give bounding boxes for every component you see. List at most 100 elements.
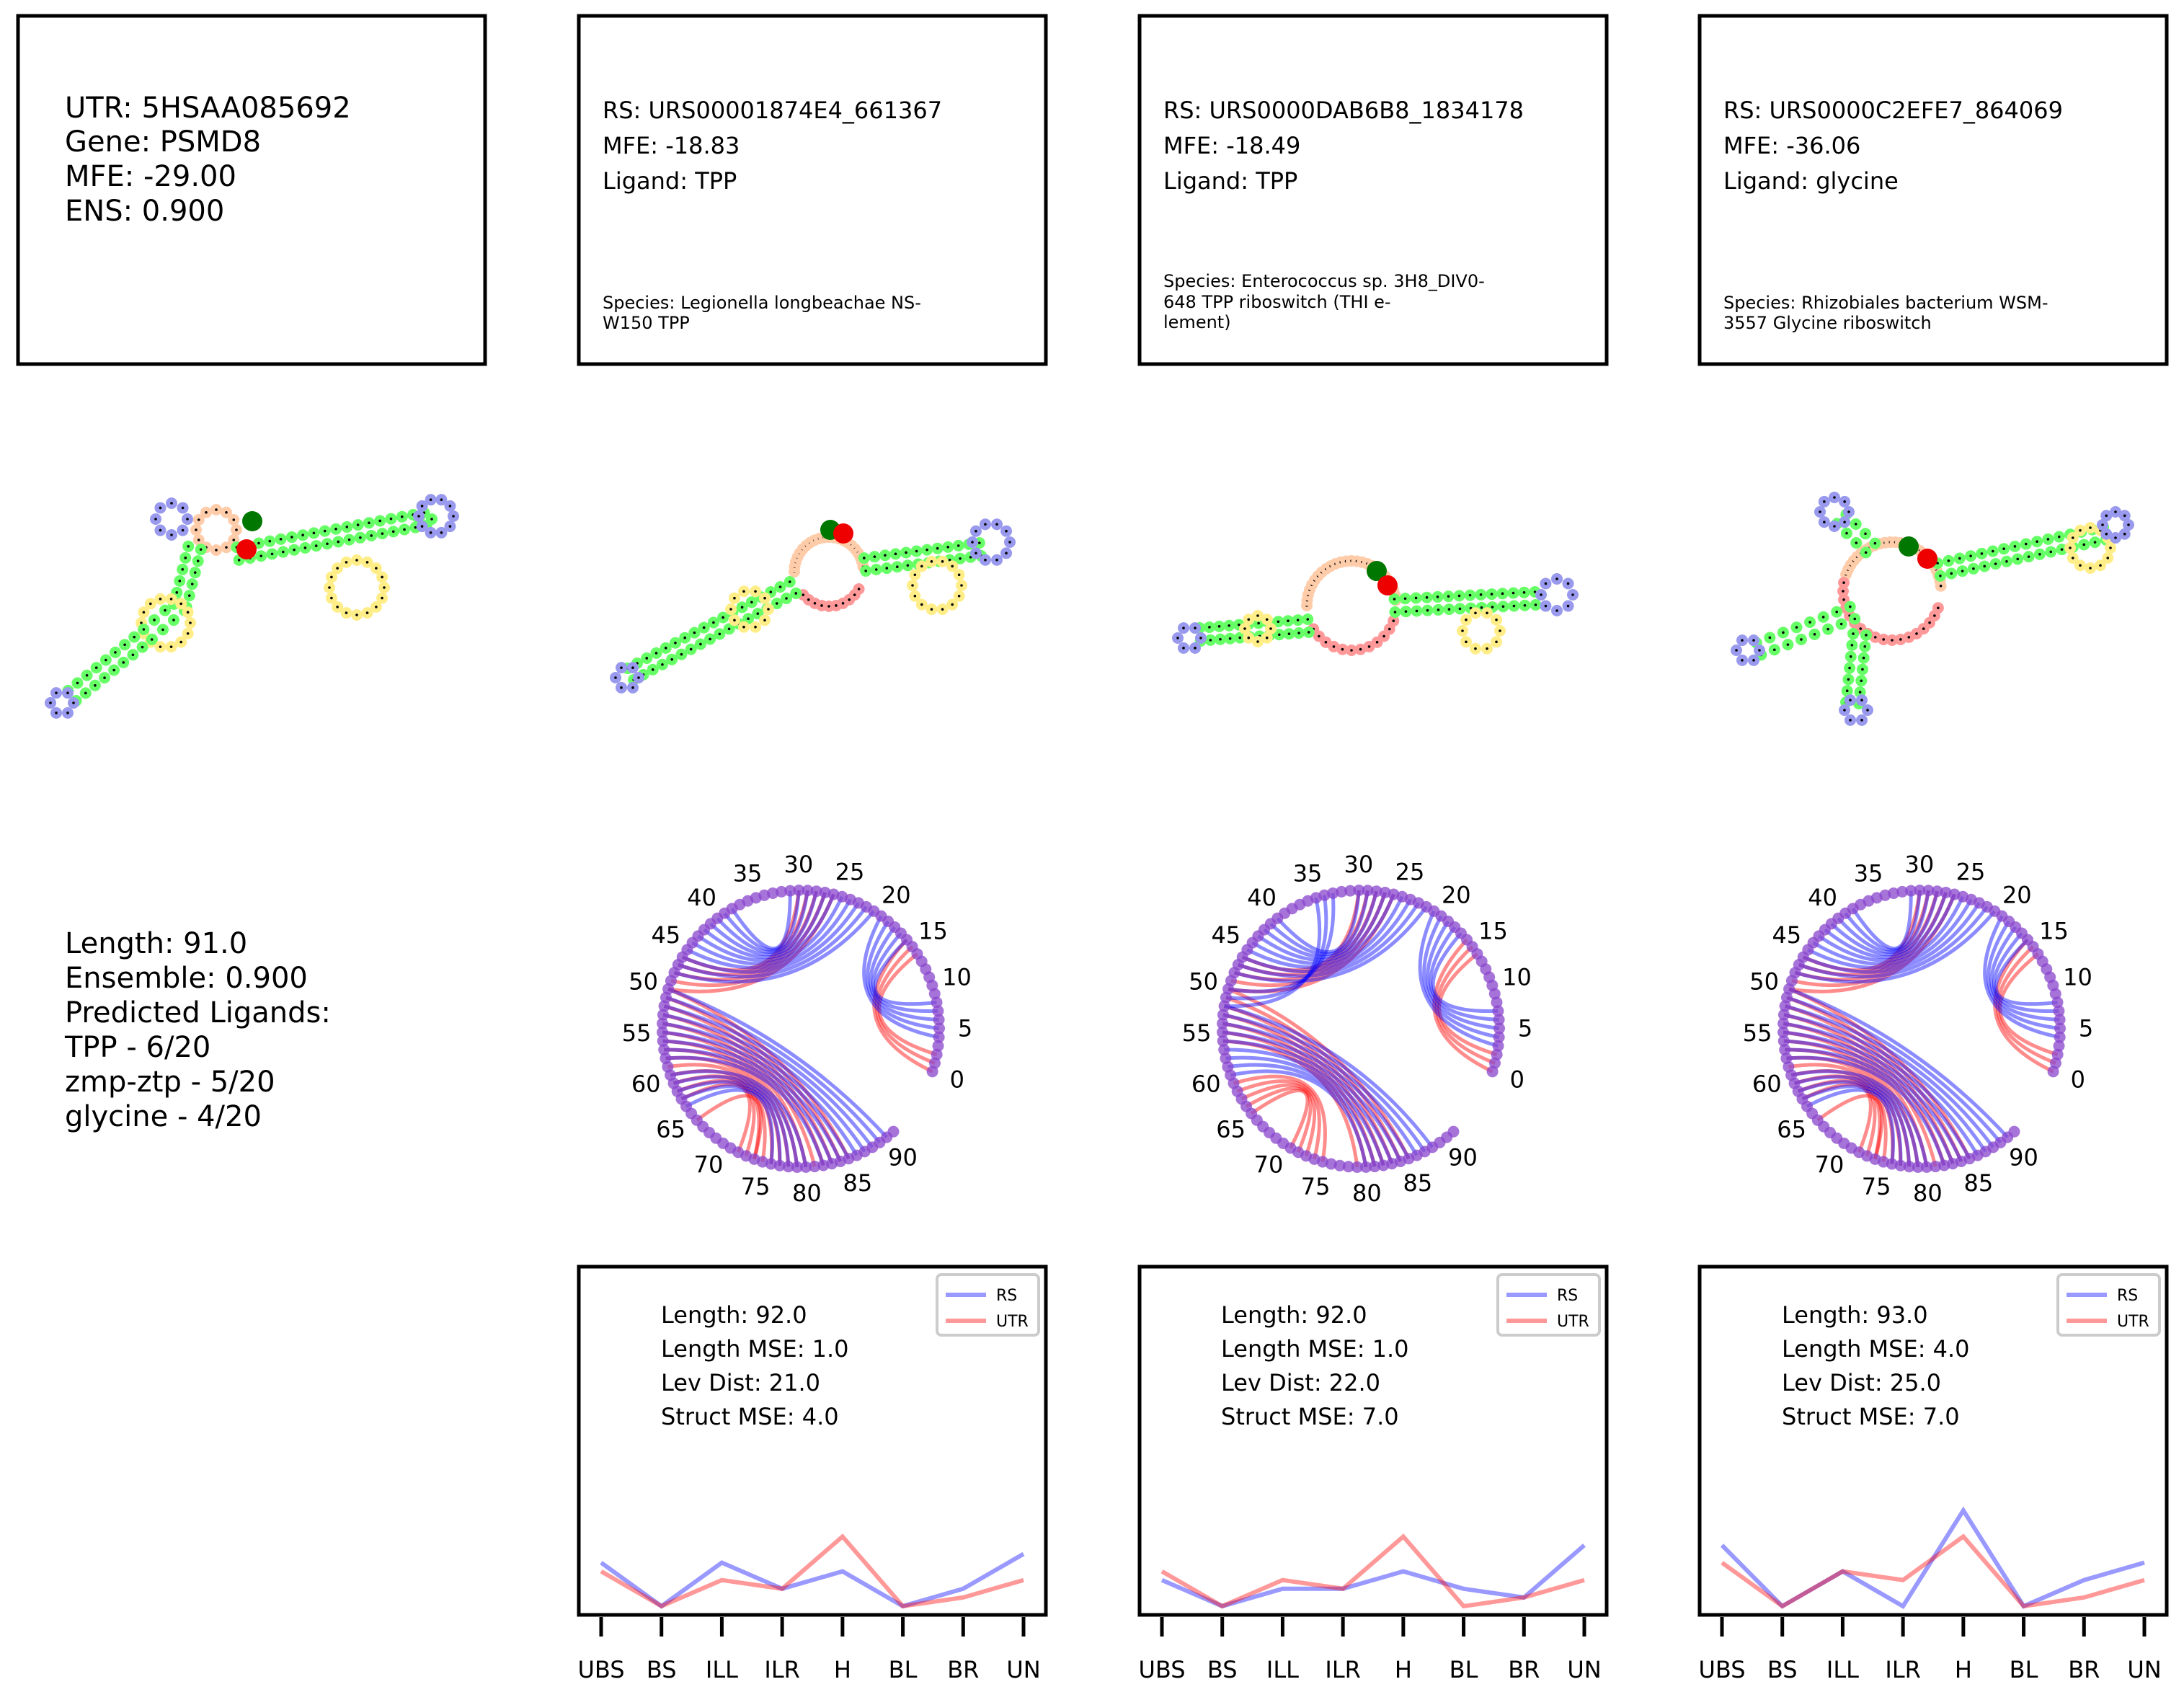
base-letter bbox=[235, 528, 238, 531]
base-letter bbox=[440, 498, 443, 501]
base-letter bbox=[1176, 637, 1179, 639]
nucleotide-dot bbox=[660, 991, 672, 1004]
rs-header-line: RS: URS00001874E4_661367 bbox=[603, 97, 942, 124]
base-letter bbox=[1813, 633, 1816, 636]
base-pair-arc bbox=[663, 1004, 834, 1164]
base-letter bbox=[169, 645, 173, 648]
nucleotide-dot bbox=[931, 1048, 943, 1060]
base-pair-arc bbox=[1225, 996, 1403, 1162]
base-letter bbox=[984, 523, 987, 526]
base-letter bbox=[368, 521, 370, 525]
base-letter bbox=[1457, 594, 1461, 598]
base-letter bbox=[345, 611, 348, 614]
base-letter bbox=[874, 568, 878, 571]
x-tick-label: H bbox=[1955, 1656, 1972, 1683]
base-letter bbox=[1873, 636, 1877, 639]
base-letter bbox=[2046, 538, 2050, 541]
base-pair-arc bbox=[1788, 1063, 1895, 1164]
base-letter bbox=[2071, 557, 2074, 559]
arc-tick-label: 80 bbox=[1352, 1179, 1382, 1207]
base-letter bbox=[727, 627, 731, 631]
base-letter bbox=[683, 636, 686, 639]
comparison-chart-2: Length: 92.0 Length MSE: 1.0 Lev Dist: 2… bbox=[1137, 1265, 1609, 1683]
base-letter bbox=[197, 539, 200, 541]
arc-tick-label: 75 bbox=[1862, 1173, 1891, 1200]
base-letter bbox=[699, 642, 702, 646]
base-letter bbox=[1501, 592, 1504, 595]
base-letter bbox=[330, 575, 333, 579]
arc-tick-label: 90 bbox=[888, 1144, 918, 1172]
nucleotide-dot bbox=[1905, 885, 1917, 897]
base-letter bbox=[754, 625, 757, 629]
base-letter bbox=[957, 573, 961, 577]
base-letter bbox=[620, 686, 623, 689]
base-letter bbox=[733, 596, 736, 600]
base-letter bbox=[1238, 623, 1240, 626]
nucleotide-dot bbox=[2051, 1048, 2064, 1060]
nucleotide-dot bbox=[1896, 885, 1909, 898]
base-letter bbox=[1005, 529, 1008, 533]
base-pair-arc bbox=[685, 1088, 774, 1164]
legend-box bbox=[936, 1273, 1040, 1337]
base-letter bbox=[1795, 626, 1798, 629]
x-tick-label: BS bbox=[1767, 1656, 1798, 1683]
nucleotide-dot bbox=[1336, 885, 1348, 898]
arc-tick-label: 60 bbox=[1752, 1070, 1782, 1097]
base-letter bbox=[440, 531, 443, 534]
x-tick-label: ILL bbox=[1826, 1656, 1859, 1683]
nucleotide-dot bbox=[1369, 1161, 1381, 1173]
base-letter bbox=[1847, 678, 1850, 681]
nucleotide-dot bbox=[1903, 1161, 1915, 1173]
nucleotide-dot bbox=[1779, 1044, 1791, 1056]
nucleotide-dot bbox=[765, 1158, 777, 1170]
stats-line: Struct MSE: 7.0 bbox=[1782, 1403, 1960, 1430]
nucleotide-dot bbox=[819, 886, 831, 898]
base-pair-arc bbox=[662, 1039, 843, 1163]
base-letter bbox=[2089, 526, 2092, 529]
base-pair-arc bbox=[1791, 892, 1948, 988]
base-letter bbox=[788, 580, 791, 583]
nucleotide-dot bbox=[1325, 1158, 1337, 1170]
base-letter bbox=[1842, 590, 1845, 593]
base-letter bbox=[164, 608, 167, 612]
base-letter bbox=[1758, 649, 1761, 652]
base-letter bbox=[680, 652, 683, 656]
base-pair-arc bbox=[665, 996, 882, 1144]
base-pair-arc bbox=[1233, 1074, 1327, 1162]
nucleotide-dot bbox=[1447, 1125, 1460, 1138]
nucleotide-dot bbox=[887, 1125, 900, 1138]
base-pair-arc bbox=[1797, 1080, 1912, 1167]
base-letter bbox=[1939, 584, 1943, 588]
base-letter bbox=[1860, 719, 1863, 722]
nucleotide-dot bbox=[1342, 1161, 1354, 1173]
base-pair-arc bbox=[1989, 926, 2060, 1022]
base-pair-arc bbox=[662, 1013, 825, 1166]
arc-tick-label: 60 bbox=[1191, 1070, 1221, 1097]
base-letter bbox=[1907, 636, 1911, 639]
base-letter bbox=[1864, 532, 1867, 536]
base-pair-arc bbox=[716, 890, 809, 955]
base-letter bbox=[750, 601, 753, 604]
arc-tick-label: 5 bbox=[1518, 1014, 1532, 1042]
x-tick-label: UN bbox=[1567, 1656, 1601, 1683]
utr-header-line: ENS: 0.900 bbox=[65, 195, 224, 228]
x-tick-label: UBS bbox=[577, 1656, 624, 1683]
chart-plot-area: UBS BS ILL ILR H BL BR UN RS UTR bbox=[577, 1273, 1041, 1683]
base-pair-arc bbox=[703, 892, 827, 960]
base-letter bbox=[959, 557, 962, 560]
base-pair-arc bbox=[673, 910, 876, 984]
base-pair-arc bbox=[1222, 1030, 1368, 1168]
base-letter bbox=[1994, 562, 1997, 565]
base-letter bbox=[1850, 644, 1854, 647]
x-tick-label: UN bbox=[1006, 1656, 1040, 1683]
base-letter bbox=[355, 614, 358, 616]
base-letter bbox=[76, 681, 79, 685]
arc-tick-label: 15 bbox=[918, 918, 948, 945]
base-pair-arc bbox=[1830, 890, 1940, 957]
base-pair-arc bbox=[665, 1055, 782, 1166]
nucleotide-dot bbox=[657, 1035, 669, 1047]
series-line-utr bbox=[600, 1533, 1024, 1609]
nucleotide-dot bbox=[776, 885, 788, 898]
base-letter bbox=[995, 523, 998, 526]
base-pair-arc bbox=[1983, 915, 2061, 1040]
